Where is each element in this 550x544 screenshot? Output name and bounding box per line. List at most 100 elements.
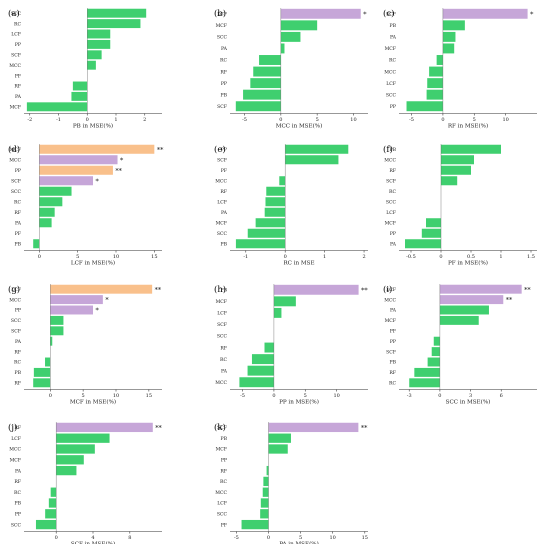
bar [239,377,274,388]
category-label: SCC [11,318,22,324]
bar [426,89,443,100]
panel-i: (i)LCF ** MCC ** PA MCF PF PP SCF PB RF RC -3 0 3 6 SCC … [383,284,537,406]
category-label: LCF [11,32,21,38]
x-tick-label: 1 [114,117,117,123]
category-label: MCF [216,23,227,29]
category-label: RC [14,21,21,27]
bar [427,78,443,89]
category-label: RF [389,168,396,174]
category-label: PP [221,147,227,153]
category-label: PA [15,220,22,226]
category-label: RC [14,490,21,496]
category-label: RF [14,349,21,355]
category-label: PF [15,231,21,237]
bar [439,305,489,315]
category-label: RC [389,189,396,195]
bar [405,239,441,249]
category-label: RF [14,479,21,485]
category-label: PA [390,241,397,247]
bar [243,89,281,100]
bar [33,239,40,249]
x-axis-label: LCF in MSE(%) [71,260,115,267]
significance-marker: ** [157,146,164,154]
category-label: MCF [385,318,396,324]
bar [235,239,286,249]
category-label: RC [220,357,227,363]
bar [263,476,269,487]
panel-label: (b) [214,8,226,19]
bar [268,422,359,433]
category-label: PF [390,329,396,335]
category-label: RF [14,210,21,216]
category-label: PP [390,339,396,345]
category-label: RF [14,381,21,387]
category-label: PA [15,94,22,100]
bar [285,144,349,154]
panel-label: (a) [8,8,20,19]
bar [266,186,286,196]
bar [56,433,110,443]
bar [56,422,153,433]
x-tick-label: 3 [469,393,472,399]
x-tick-label: 10 [113,254,119,260]
bar [433,336,440,346]
panel-j: (j)RF**LCFMCCMCFPARFRCPBPPSCC048SCF in M… [8,422,163,544]
bar [442,8,528,19]
category-label: MCF [10,147,21,153]
bar [39,218,52,228]
panel-label: (j) [8,422,17,433]
category-label: PP [15,42,21,48]
x-tick-label: -3 [407,393,412,399]
category-label: RC [14,199,21,205]
bar [439,284,522,294]
category-label: RF [220,189,227,195]
x-tick-label: 0 [441,117,444,123]
bar [87,50,102,60]
bar [442,20,465,31]
x-tick-label: 1 [323,254,326,260]
significance-marker: * [120,156,124,164]
bar [409,378,440,388]
significance-marker: ** [115,167,122,175]
category-label: SCC [217,334,228,340]
bar [50,315,64,325]
category-label: MCC [215,490,227,496]
x-tick-label: 10 [350,117,356,123]
category-label: PA [390,308,397,314]
bar [265,197,286,207]
bar [268,444,288,454]
x-tick-label: 10 [502,117,508,123]
category-label: RF [14,425,21,431]
category-label: SCC [11,189,22,195]
bar [273,284,359,295]
category-label: RF [220,468,227,474]
bar [259,55,281,65]
bar [441,176,458,186]
panel-h: (h)PB ** MCF LCF SCF SCC RF RC PA MCC -5 0 5 10 PP in … [214,284,368,406]
x-axis-label: PF in MSE(%) [448,260,488,267]
significance-marker: ** [506,296,513,304]
bar [442,31,456,42]
bar [39,197,63,207]
category-label: MCC [9,297,21,303]
category-label: MCF [10,105,21,111]
category-label: PP [390,104,396,110]
category-label: MCC [384,157,396,163]
category-label: SCC [386,92,397,98]
bar [250,78,281,89]
category-label: PA [221,210,228,216]
category-label: PA [390,35,397,41]
bar [39,207,55,217]
bar [35,519,57,530]
x-tick-label: 5 [299,535,302,541]
x-tick-label: 0 [38,254,41,260]
x-tick-label: 10 [113,393,119,399]
x-tick-label: -0.5 [406,254,416,260]
bar [255,218,286,228]
category-label: RC [389,381,396,387]
category-label: SCF [11,178,21,184]
category-label: SCF [386,178,396,184]
category-label: RF [220,345,227,351]
category-label: PB [221,287,228,293]
